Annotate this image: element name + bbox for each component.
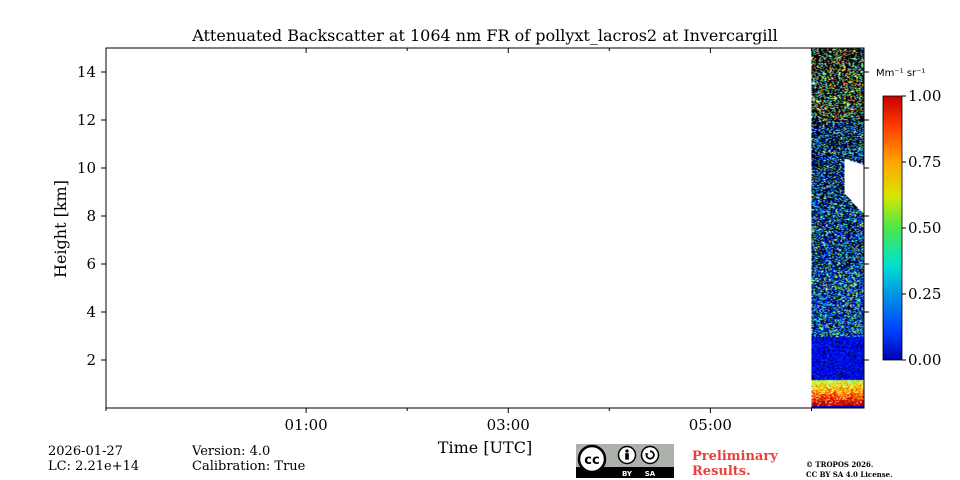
y-tick-label: 4 [86,303,96,321]
preliminary-line-2: Results. [692,464,751,479]
plot-background [106,48,864,408]
footer-calibration: Calibration: True [192,459,306,474]
heatmap-image [811,48,865,408]
colorbar-tick-label: 0.00 [908,351,941,369]
cc-license-badge: cc BY SA [576,444,674,478]
by-person-head [625,449,629,453]
sa-share-alike-icon [640,445,660,465]
cc-icon-text: cc [584,453,599,468]
chart-title: Attenuated Backscatter at 1064 nm FR of … [191,26,778,45]
preliminary-results-notice: Preliminary Results. [692,449,778,479]
colorbar: 0.00 0.25 0.50 0.75 1.00 Mm⁻¹ sr⁻¹ [876,68,941,369]
colorbar-tick-label: 1.00 [908,87,941,105]
sa-arrowhead-icon [645,453,649,457]
cc-icon [577,444,607,474]
footer-date: 2026-01-27 [48,444,123,459]
plot-frame [105,47,865,409]
y-tick-label: 10 [77,159,96,177]
backscatter-heatmap [811,48,865,408]
x-axis: 01:00 03:00 05:00 [105,48,812,434]
colorbar-unit-label: Mm⁻¹ sr⁻¹ [876,68,925,79]
x-tick-label: 01:00 [284,416,327,434]
colorbar-gradient [882,95,903,361]
by-person-body [625,453,629,460]
copyright-notice: © TROPOS 2026. CC BY SA 4.0 License. [806,460,893,480]
copyright-line-1: © TROPOS 2026. [806,460,874,469]
y-tick-label: 8 [86,207,96,225]
y-tick-label: 2 [86,351,96,369]
y-axis-label: Height [km] [51,180,70,278]
colorbar-tick-label: 0.50 [908,219,941,237]
by-label: BY [622,470,633,478]
copyright-line-2: CC BY SA 4.0 License. [806,470,893,479]
sa-label: SA [645,470,656,478]
sa-arrow-icon [645,450,655,460]
x-tick-label: 05:00 [689,416,732,434]
y-tick-label: 6 [86,255,96,273]
colorbar-tick-label: 0.75 [908,153,941,171]
footer-lc: LC: 2.21e+14 [48,459,140,474]
y-axis: 2 4 6 8 10 12 14 [77,63,869,369]
preliminary-line-1: Preliminary [692,449,778,464]
footer-version: Version: 4.0 [192,444,271,459]
y-tick-label: 12 [77,111,96,129]
y-tick-label: 14 [77,63,96,81]
plot-area: 01:00 03:00 05:00 2 4 6 8 10 12 14 [77,47,869,434]
colorbar-ticks: 0.00 0.25 0.50 0.75 1.00 [902,87,941,369]
colorbar-tick-label: 0.25 [908,285,941,303]
badge-strip [576,467,674,478]
x-tick-label: 03:00 [487,416,530,434]
x-axis-label: Time [UTC] [438,438,532,457]
